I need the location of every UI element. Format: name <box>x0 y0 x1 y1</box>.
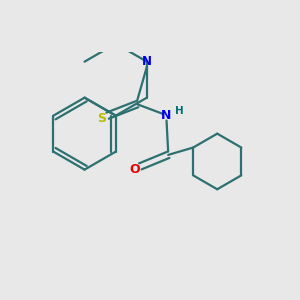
Text: O: O <box>129 163 140 176</box>
Text: N: N <box>161 109 172 122</box>
Text: S: S <box>97 112 106 125</box>
Text: N: N <box>142 55 152 68</box>
Text: H: H <box>175 106 183 116</box>
